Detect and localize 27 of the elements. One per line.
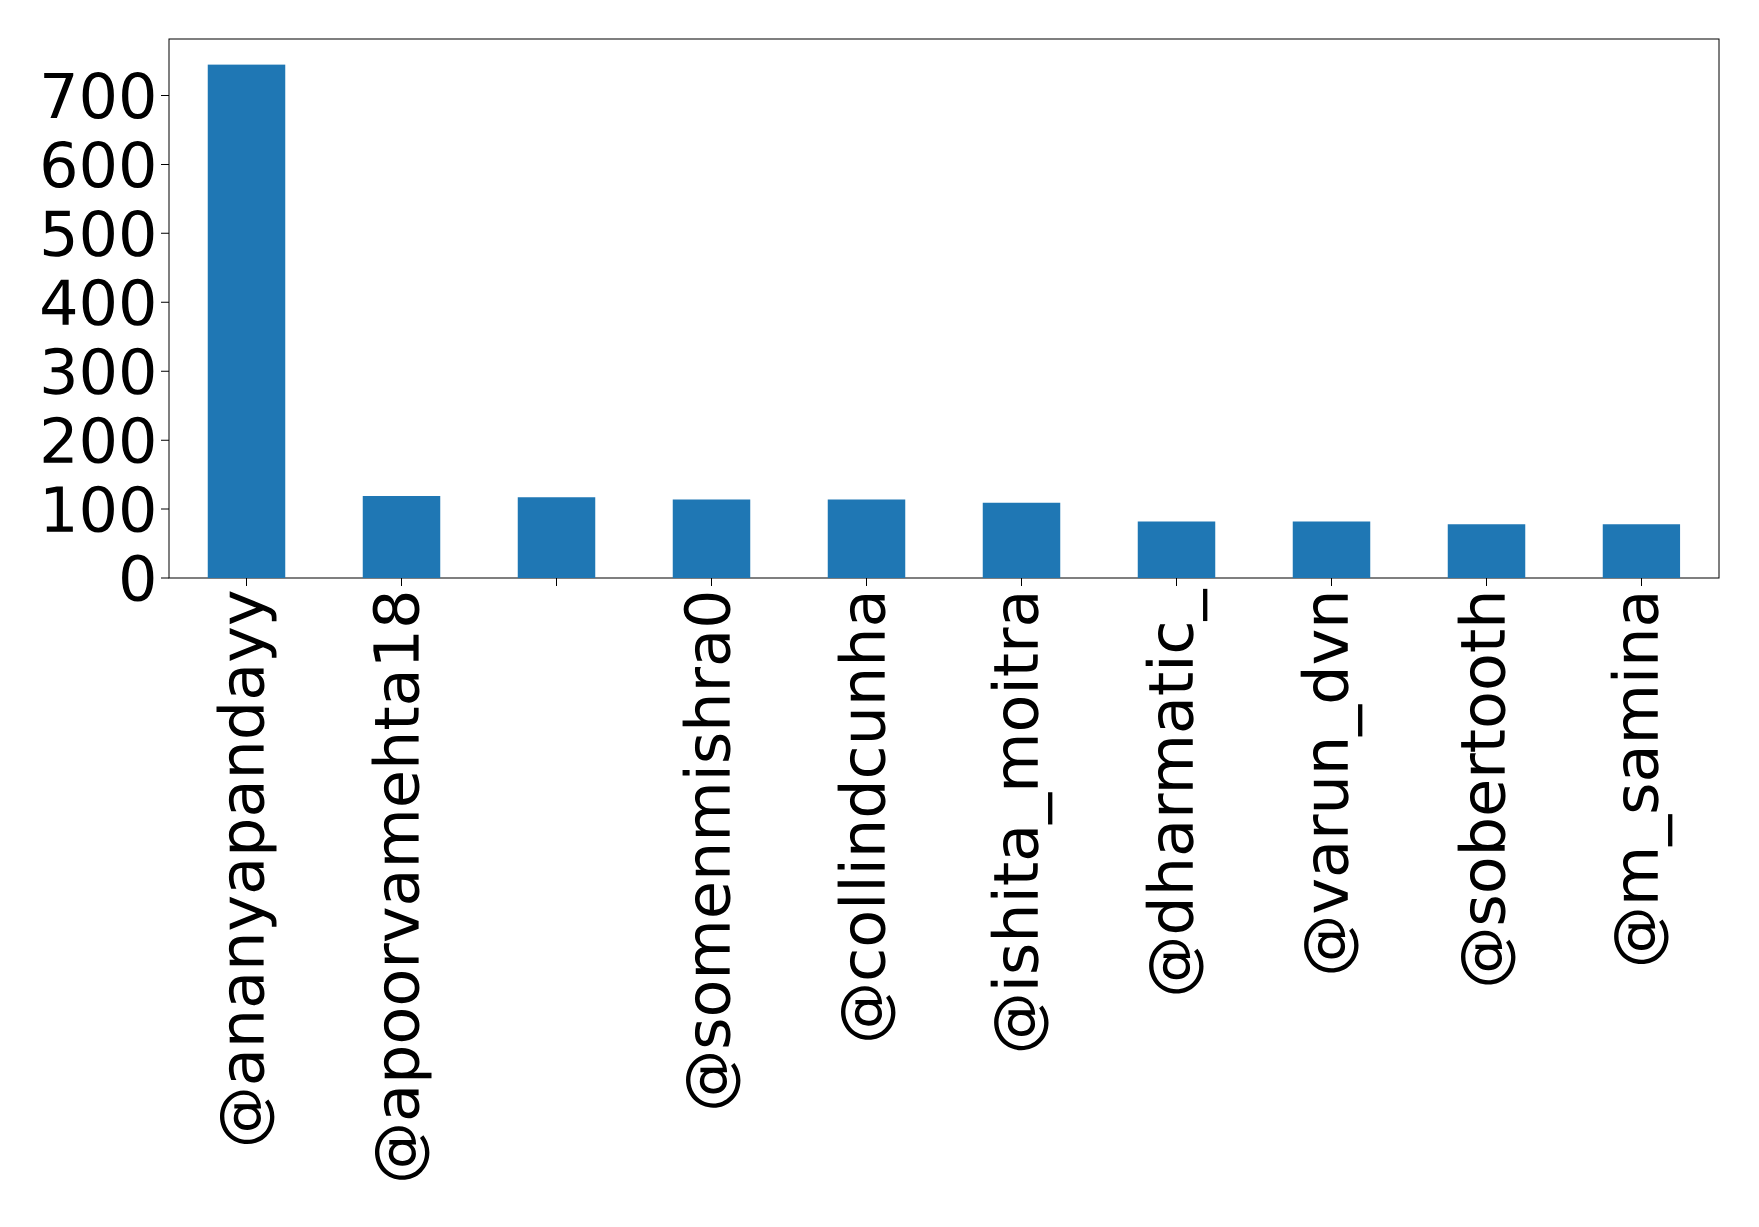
y-tick-label: 0: [122, 554, 154, 602]
x-tick-label: @varun_dvn: [1300, 594, 1363, 973]
y-tick-label: 400: [42, 278, 154, 326]
x-tick-label: @m_samina: [1610, 595, 1673, 965]
x-tick-label: @somenmishra0: [682, 593, 741, 1108]
bar: [207, 64, 286, 578]
y-tick-label: 100: [45, 485, 154, 533]
x-tick-label: @ananyapandayy: [216, 591, 277, 1145]
y-tick-label: 500: [43, 209, 154, 257]
x-tick-label: @collindcunha: [837, 595, 896, 1040]
bar: [362, 495, 441, 578]
y-tick-label: 300: [43, 347, 154, 395]
x-tick-label: @dharmatic_: [1145, 588, 1208, 994]
x-tick-label: @ishita_moitra: [990, 595, 1053, 1051]
y-tick-label: 600: [43, 141, 154, 188]
bar: [1602, 524, 1681, 578]
bar: [672, 499, 751, 578]
x-tick-label: @sobertooth: [1457, 594, 1516, 985]
bar: [827, 499, 906, 578]
bar: [1137, 521, 1216, 578]
x-tick-label: @apoorvamehta18: [371, 593, 432, 1180]
bar: [1292, 521, 1371, 578]
bar: [982, 502, 1061, 578]
y-tick-label: 200: [43, 416, 154, 464]
y-tick-label: 700: [44, 72, 154, 119]
bar: [517, 497, 596, 578]
bar: [1447, 524, 1526, 578]
